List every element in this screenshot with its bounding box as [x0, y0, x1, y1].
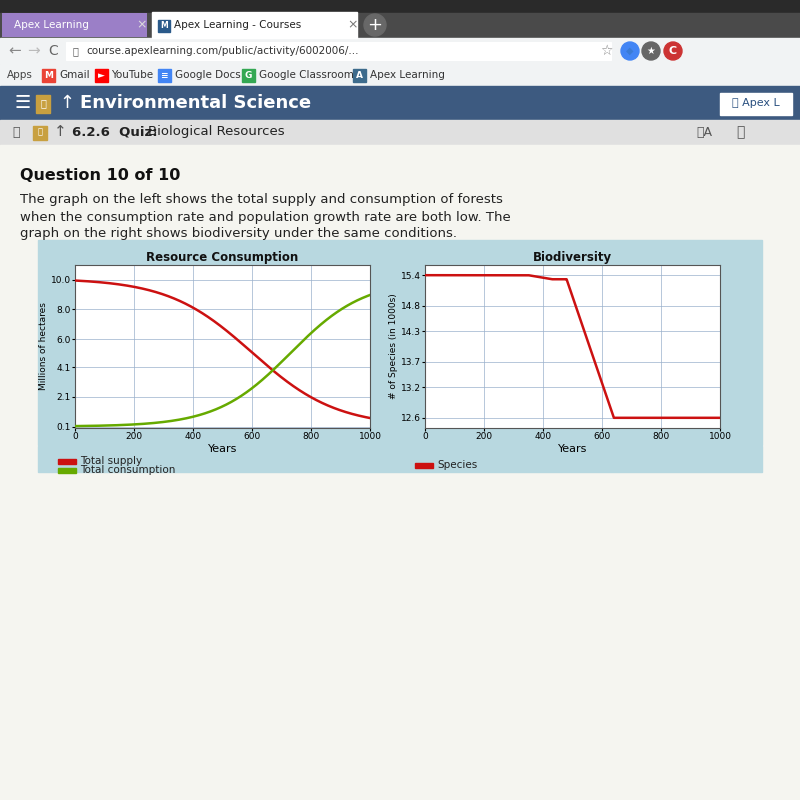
Text: ↑: ↑ — [54, 125, 66, 139]
Text: Apex Learning: Apex Learning — [370, 70, 445, 80]
Text: course.apexlearning.com/public/activity/6002006/...: course.apexlearning.com/public/activity/… — [86, 46, 358, 56]
Bar — [0, 38, 800, 64]
Text: Environmental Science: Environmental Science — [80, 94, 311, 112]
Text: Biological Resources: Biological Resources — [148, 126, 285, 138]
Text: ↑: ↑ — [59, 94, 74, 112]
Text: M: M — [160, 21, 168, 30]
Bar — [158, 69, 170, 82]
Text: M: M — [44, 71, 53, 80]
Text: Apex Learning: Apex Learning — [14, 20, 89, 30]
Bar — [38, 240, 762, 445]
Text: →: → — [27, 43, 40, 58]
Text: ►: ► — [98, 71, 105, 80]
Text: A: A — [356, 71, 362, 80]
Circle shape — [642, 42, 660, 60]
Text: Google Docs: Google Docs — [174, 70, 240, 80]
Text: ◆: ◆ — [626, 46, 634, 56]
Text: ≡: ≡ — [160, 71, 168, 80]
Text: 🔒: 🔒 — [40, 98, 46, 108]
Text: Total consumption: Total consumption — [80, 465, 175, 475]
Text: The graph on the left shows the total supply and consumption of forests: The graph on the left shows the total su… — [20, 194, 503, 206]
Text: ★: ★ — [646, 46, 655, 56]
Bar — [152, 12, 357, 38]
Text: 🏠: 🏠 — [12, 126, 19, 138]
Bar — [0, 64, 800, 86]
Text: Question 10 of 10: Question 10 of 10 — [20, 167, 180, 182]
Text: Total supply: Total supply — [80, 456, 142, 466]
Text: when the consumption rate and population growth rate are both low. The: when the consumption rate and population… — [20, 210, 510, 223]
Text: 🔒: 🔒 — [73, 46, 79, 56]
Bar — [0, 86, 800, 121]
Text: G: G — [245, 71, 252, 80]
Text: YouTube: YouTube — [111, 70, 154, 80]
Text: ×: × — [136, 18, 146, 31]
Text: 文A: 文A — [696, 126, 712, 138]
Circle shape — [364, 14, 386, 36]
Y-axis label: # of Species (in 1000s): # of Species (in 1000s) — [389, 294, 398, 399]
Bar — [0, 120, 800, 145]
Circle shape — [664, 42, 682, 60]
Bar — [58, 459, 76, 464]
Bar — [38, 446, 762, 472]
Bar — [0, 145, 800, 800]
Bar — [242, 69, 255, 82]
Bar — [720, 93, 792, 115]
Bar — [33, 126, 47, 140]
Bar — [94, 69, 107, 82]
Circle shape — [621, 42, 639, 60]
Bar — [0, 0, 800, 13]
Text: 🔒: 🔒 — [38, 127, 42, 137]
Text: Apps: Apps — [7, 70, 33, 80]
Text: 🎓 Apex L: 🎓 Apex L — [732, 98, 780, 108]
Y-axis label: Millions of hectares: Millions of hectares — [39, 302, 48, 390]
Text: graph on the right shows biodiversity under the same conditions.: graph on the right shows biodiversity un… — [20, 227, 457, 241]
Bar — [0, 13, 800, 38]
Text: ☰: ☰ — [14, 94, 30, 112]
Text: 6.2.6  Quiz:: 6.2.6 Quiz: — [72, 126, 158, 138]
Bar — [415, 463, 433, 468]
Text: ←: ← — [8, 43, 21, 58]
Text: +: + — [367, 16, 382, 34]
Text: ×: × — [347, 18, 358, 31]
X-axis label: Years: Years — [208, 444, 237, 454]
Bar — [158, 20, 170, 32]
Bar — [36, 95, 50, 113]
Bar — [66, 42, 611, 60]
Text: Google Classroom: Google Classroom — [259, 70, 354, 80]
Text: C: C — [669, 46, 677, 56]
Bar — [353, 69, 366, 82]
Bar — [42, 69, 55, 82]
X-axis label: Years: Years — [558, 444, 587, 454]
Text: Species: Species — [437, 460, 478, 470]
Bar — [58, 468, 76, 473]
Text: Gmail: Gmail — [59, 70, 90, 80]
Title: Resource Consumption: Resource Consumption — [146, 251, 298, 264]
Text: ☆: ☆ — [600, 44, 613, 58]
Bar — [2, 13, 147, 37]
Title: Biodiversity: Biodiversity — [533, 251, 612, 264]
Text: Apex Learning - Courses: Apex Learning - Courses — [174, 20, 302, 30]
Text: 👤: 👤 — [736, 125, 744, 139]
Text: C: C — [48, 44, 58, 58]
